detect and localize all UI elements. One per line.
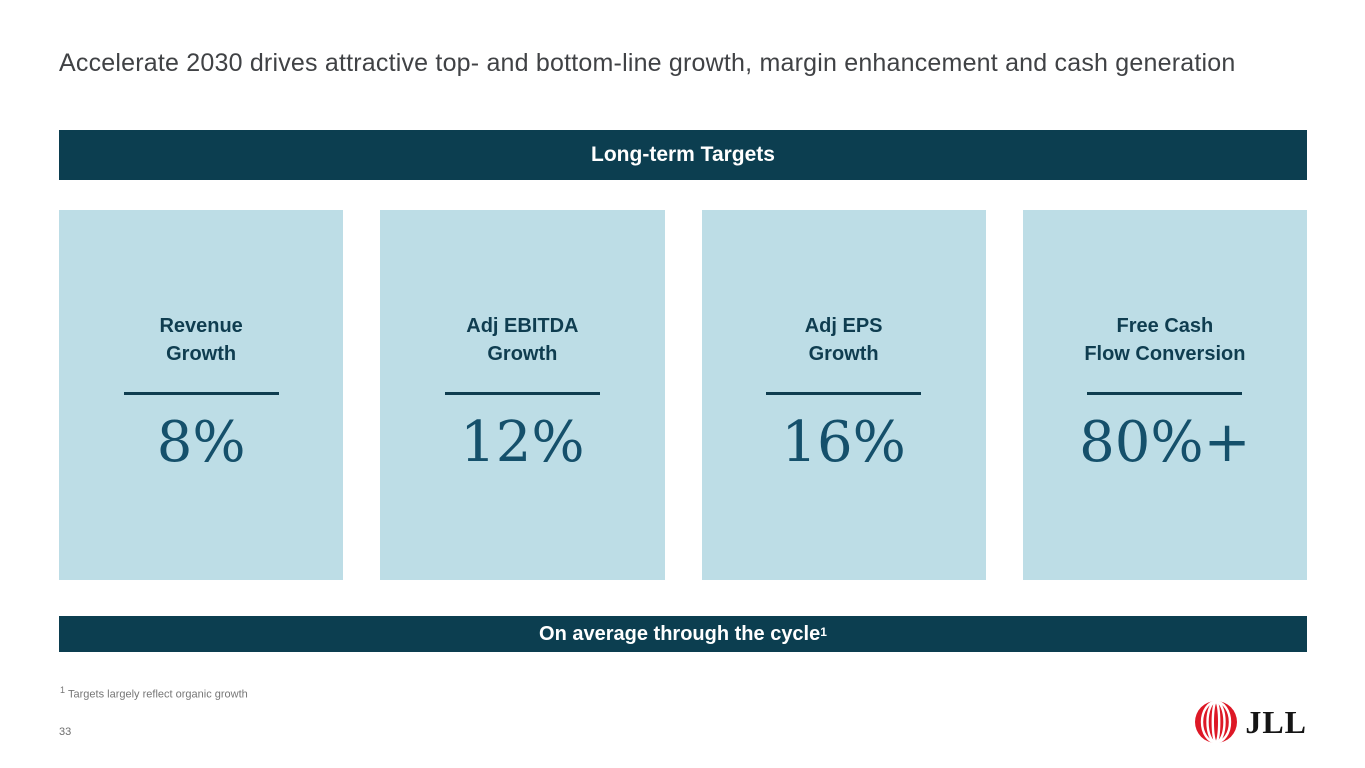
card-label-line: Adj EPS	[804, 314, 883, 337]
target-card-revenue-growth: Revenue Growth 8%	[59, 210, 344, 580]
card-label-line: Growth	[808, 342, 879, 365]
card-label: Adj EBITDA Growth	[466, 312, 578, 368]
card-label-line: Growth	[166, 342, 237, 365]
page-number: 33	[59, 726, 72, 738]
target-card-free-cash-flow-conversion: Free Cash Flow Conversion 80%+	[1022, 210, 1307, 580]
jll-logo-text: JLL	[1245, 703, 1307, 740]
footnote-text: Targets largely reflect organic growth	[68, 688, 248, 701]
card-label-line: Free Cash	[1116, 314, 1214, 337]
card-divider	[766, 391, 922, 395]
card-divider	[123, 391, 279, 395]
card-label-line: Revenue	[159, 314, 243, 337]
card-divider	[444, 391, 600, 395]
card-label: Free Cash Flow Conversion	[1084, 312, 1245, 368]
card-label-line: Adj EBITDA	[466, 314, 579, 337]
banner-label: On average through the cycle	[539, 622, 821, 645]
on-average-through-cycle-banner: On average through the cycle 1	[59, 616, 1307, 652]
card-label: Adj EPS Growth	[805, 312, 883, 368]
card-label-line: Flow Conversion	[1084, 342, 1246, 365]
card-value: 12%	[460, 409, 585, 475]
target-card-adj-ebitda-growth: Adj EBITDA Growth 12%	[380, 210, 665, 580]
jll-globe-icon	[1194, 700, 1238, 744]
target-card-adj-eps-growth: Adj EPS Growth 16%	[701, 210, 986, 580]
footnote-superscript: 1	[60, 685, 66, 695]
card-divider	[1087, 391, 1243, 395]
jll-logo: JLL	[1194, 700, 1307, 744]
card-label-line: Growth	[487, 342, 558, 365]
slide-title: Accelerate 2030 drives attractive top- a…	[59, 49, 1236, 77]
footnote: 1 Targets largely reflect organic growth	[60, 685, 248, 701]
card-value: 16%	[781, 409, 906, 475]
targets-card-row: Revenue Growth 8% Adj EBITDA Growth 12% …	[59, 210, 1307, 580]
card-value: 8%	[156, 409, 246, 475]
card-value: 80%+	[1079, 409, 1251, 475]
card-label: Revenue Growth	[159, 312, 242, 368]
long-term-targets-banner: Long-term Targets	[59, 130, 1307, 180]
banner-label: Long-term Targets	[591, 143, 775, 166]
